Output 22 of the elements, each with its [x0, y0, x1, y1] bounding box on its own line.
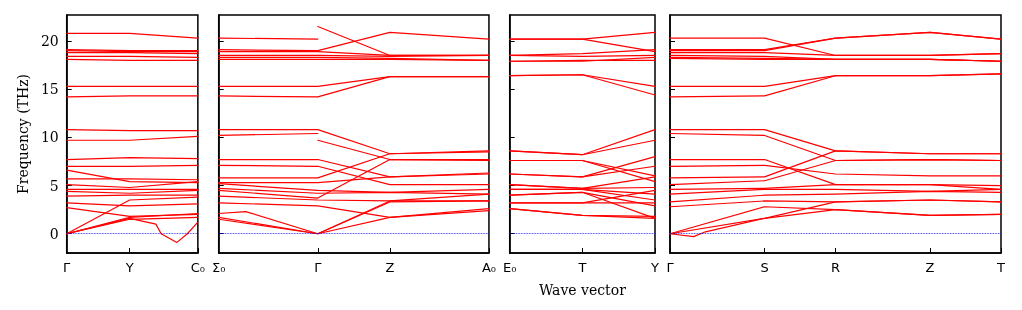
x-tick-label: R: [830, 260, 841, 275]
x-tick-label: T: [577, 260, 587, 275]
x-tick-label: Z: [925, 260, 935, 275]
x-tick-label: T: [996, 260, 1006, 275]
x-tick-label: Γ: [314, 260, 323, 275]
y-axis-title: Frequency (THz): [15, 73, 31, 195]
x-tick-label: S: [760, 260, 769, 275]
x-axis-title: Wave vector: [538, 282, 627, 298]
x-tick-label: A₀: [481, 260, 496, 275]
y-tick-label: 20: [40, 33, 59, 50]
y-tick-label: 0: [49, 225, 59, 242]
x-tick-label: Y: [650, 260, 660, 275]
x-tick-label: C₀: [190, 260, 205, 275]
x-tick-label: Y: [124, 260, 134, 275]
x-tick-label: E₀: [502, 260, 517, 275]
x-tick-label: Z: [385, 260, 395, 275]
x-tick-label: Σ₀: [211, 260, 226, 275]
x-tick-label: Γ: [63, 260, 72, 275]
x-tick-label: Γ: [666, 260, 675, 275]
y-tick-label: 15: [40, 81, 59, 98]
y-tick-label: 5: [49, 177, 59, 194]
y-tick-label: 10: [40, 129, 59, 146]
